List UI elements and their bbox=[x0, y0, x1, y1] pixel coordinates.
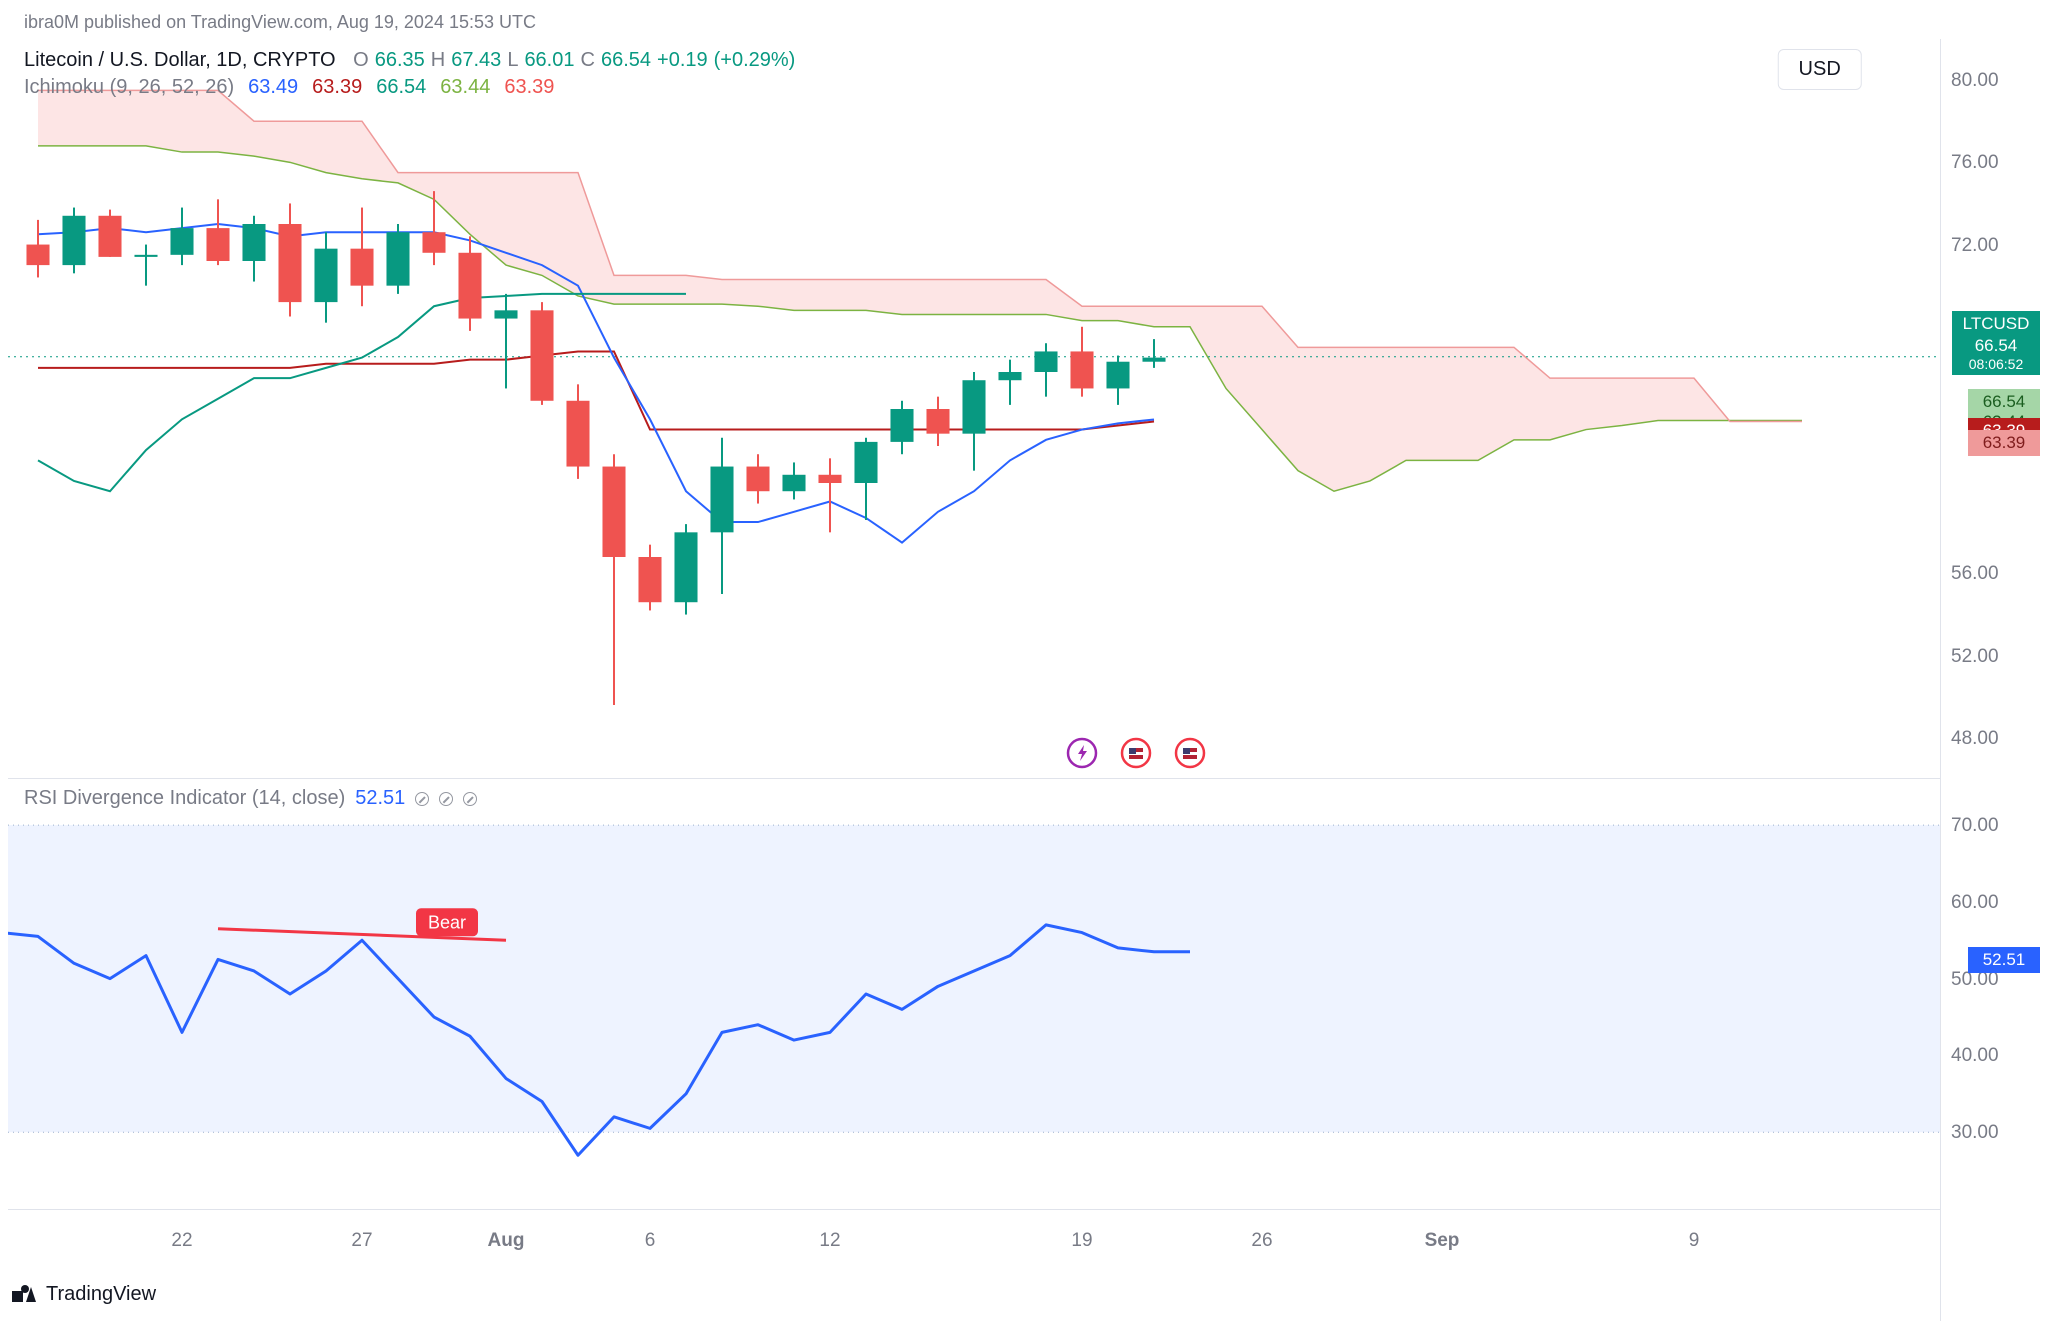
ohlc-o: 66.35 bbox=[375, 49, 425, 72]
tenkan-val: 63.49 bbox=[248, 76, 298, 99]
price-tick: 72.00 bbox=[1951, 235, 1999, 257]
ohlc-l: 66.01 bbox=[524, 49, 574, 72]
tradingview-logo-icon bbox=[12, 1285, 38, 1303]
price-tick: 80.00 bbox=[1951, 70, 1999, 92]
price-axis[interactable]: 48.0052.0056.0072.0076.0080.00LTCUSD66.5… bbox=[1940, 39, 2040, 1321]
price-chart-svg bbox=[8, 39, 1940, 779]
svg-text:Bear: Bear bbox=[428, 912, 466, 932]
rsi-tick: 40.00 bbox=[1951, 1045, 1999, 1067]
change-abs: +0.19 bbox=[657, 49, 708, 72]
footer: TradingView bbox=[8, 1269, 1940, 1319]
time-axis-svg: 22 27 Aug 6 12 19 26 Sep 9 bbox=[8, 1210, 1940, 1270]
rsi-tick: 60.00 bbox=[1951, 892, 1999, 914]
svg-text:6: 6 bbox=[645, 1230, 656, 1251]
ohlc-l-label: L bbox=[507, 49, 518, 72]
svg-text:9: 9 bbox=[1689, 1230, 1700, 1251]
rsi-label: RSI Divergence Indicator (14, close) bbox=[24, 787, 345, 810]
chikou-val: 66.54 bbox=[376, 76, 426, 99]
publish-info: ibra0M published on TradingView.com, Aug… bbox=[8, 0, 2040, 39]
ohlc-o-label: O bbox=[353, 49, 369, 72]
svg-text:27: 27 bbox=[351, 1230, 372, 1251]
na-icon bbox=[463, 792, 477, 806]
na-icon bbox=[415, 792, 429, 806]
ohlc-c: 66.54 bbox=[601, 49, 651, 72]
rsi-chart-svg: Bear bbox=[8, 779, 1940, 1209]
price-tick: 76.00 bbox=[1951, 152, 1999, 174]
price-tick: 48.00 bbox=[1951, 728, 1999, 750]
time-axis: 22 27 Aug 6 12 19 26 Sep 9 bbox=[8, 1209, 1940, 1269]
svg-text:22: 22 bbox=[171, 1230, 192, 1251]
tradingview-brand: TradingView bbox=[46, 1283, 156, 1306]
price-tick: 56.00 bbox=[1951, 563, 1999, 585]
rsi-tick: 70.00 bbox=[1951, 815, 1999, 837]
svg-text:12: 12 bbox=[819, 1230, 840, 1251]
na-icon bbox=[439, 792, 453, 806]
spana-val: 63.44 bbox=[440, 76, 490, 99]
ichimoku-label: Ichimoku (9, 26, 52, 26) bbox=[24, 76, 234, 99]
ohlc-h-label: H bbox=[431, 49, 445, 72]
rsi-tick: 30.00 bbox=[1951, 1122, 1999, 1144]
symbol-name: Litecoin / U.S. Dollar, 1D, CRYPTO bbox=[24, 49, 336, 72]
spanb-val: 63.39 bbox=[504, 76, 554, 99]
svg-text:19: 19 bbox=[1071, 1230, 1092, 1251]
rsi-chart[interactable]: RSI Divergence Indicator (14, close) 52.… bbox=[8, 779, 1940, 1209]
kijun-val: 63.39 bbox=[312, 76, 362, 99]
ohlc-c-label: C bbox=[581, 49, 595, 72]
ichimoku-legend: Ichimoku (9, 26, 52, 26) 63.49 63.39 66.… bbox=[24, 76, 795, 99]
change-pct: (+0.29%) bbox=[714, 49, 796, 72]
price-tick: 52.00 bbox=[1951, 646, 1999, 668]
currency-button[interactable]: USD bbox=[1778, 49, 1862, 90]
price-chart[interactable]: Litecoin / U.S. Dollar, 1D, CRYPTO O 66.3… bbox=[8, 39, 1940, 779]
svg-text:Sep: Sep bbox=[1425, 1230, 1460, 1251]
svg-text:26: 26 bbox=[1251, 1230, 1272, 1251]
rsi-value: 52.51 bbox=[355, 787, 405, 810]
axis-tag: 63.39 bbox=[1968, 430, 2040, 456]
ohlc-h: 67.43 bbox=[451, 49, 501, 72]
svg-text:Aug: Aug bbox=[488, 1230, 525, 1251]
symbol-legend: Litecoin / U.S. Dollar, 1D, CRYPTO O 66.3… bbox=[24, 49, 795, 72]
